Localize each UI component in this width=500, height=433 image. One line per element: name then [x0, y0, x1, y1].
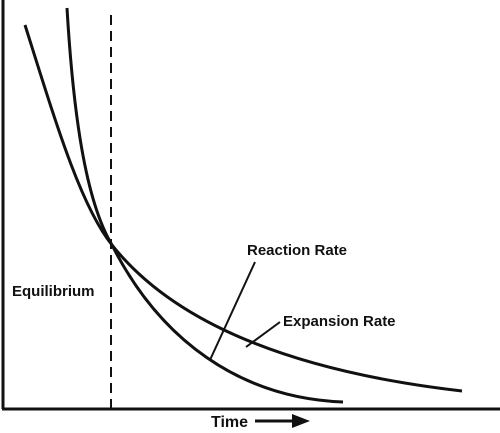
- reaction-rate-curve: [65, 7, 344, 404]
- expansion-rate-leader: [245, 321, 281, 348]
- expansion-rate-label: Expansion Rate: [283, 313, 396, 330]
- right-arrow-icon: [255, 414, 310, 428]
- expansion-rate-curve: [23, 24, 463, 393]
- reaction-rate-leader: [209, 261, 256, 361]
- equilibrium-label: Equilibrium: [12, 283, 95, 300]
- reaction-rate-label: Reaction Rate: [247, 242, 347, 259]
- time-label: Time: [211, 414, 248, 431]
